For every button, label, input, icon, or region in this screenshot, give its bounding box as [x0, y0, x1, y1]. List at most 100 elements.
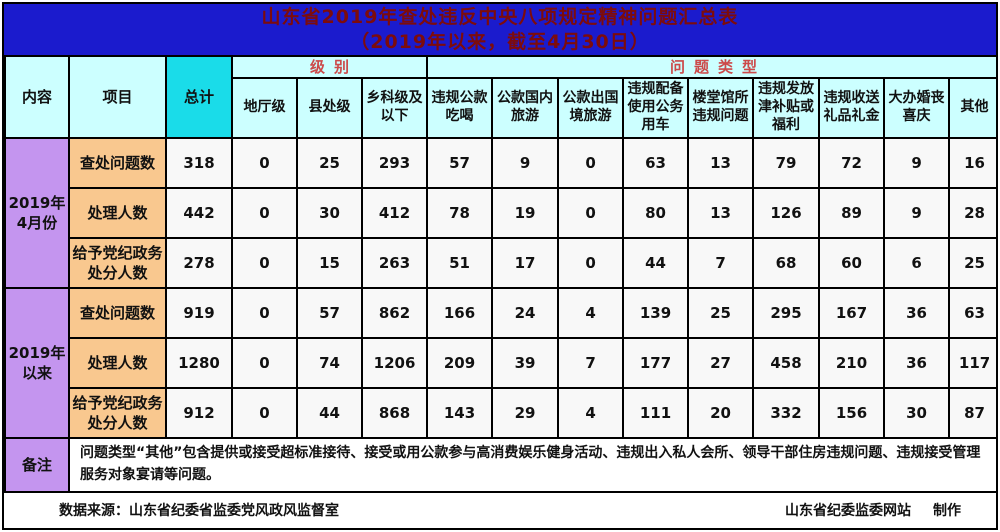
data-cell: 166: [426, 287, 494, 340]
column-header-problem: 楼堂馆所违规问题: [687, 77, 755, 140]
page-title-line2: （2019年以来，截至4月30日）: [350, 30, 650, 53]
data-cell: 87: [948, 387, 996, 440]
data-cell: 25: [296, 137, 363, 190]
column-header-total: 总计: [165, 55, 233, 140]
data-cell: 868: [360, 387, 429, 440]
data-cell: 74: [296, 337, 363, 390]
data-cell: 0: [231, 187, 298, 240]
data-cell: 912: [165, 387, 233, 440]
data-cell: 36: [883, 287, 951, 340]
data-cell: 79: [752, 137, 821, 190]
data-cell: 9: [883, 187, 951, 240]
data-cell: 80: [622, 187, 690, 240]
credit-site: 山东省纪委监委网站: [785, 503, 911, 520]
data-cell: 13: [687, 137, 755, 190]
data-cell: 412: [360, 187, 429, 240]
data-cell: 293: [360, 137, 429, 190]
group-header-level: 级别: [230, 55, 429, 80]
data-cell: 139: [622, 287, 690, 340]
data-cell: 16: [948, 137, 996, 190]
group-header-problem-type: 问题类型: [426, 55, 996, 80]
data-cell: 332: [752, 387, 821, 440]
column-header-level: 地厅级: [231, 77, 298, 140]
data-cell: 0: [231, 387, 298, 440]
data-cell: 458: [752, 337, 821, 390]
data-cell: 15: [296, 237, 363, 290]
data-cell: 167: [818, 287, 886, 340]
data-cell: 156: [818, 387, 886, 440]
column-header-content: 内容: [4, 55, 70, 140]
table-row: 处理人数 442 0 30 412 78 19 0 80 13 126 89 9…: [5, 187, 996, 240]
data-cell: 63: [948, 287, 996, 340]
data-cell: 295: [752, 287, 821, 340]
credit-label: 制作: [933, 503, 961, 520]
column-header-problem: 其他: [948, 77, 996, 140]
data-cell: 57: [296, 287, 363, 340]
data-cell: 862: [360, 287, 429, 340]
column-header-problem: 违规收送礼品礼金: [818, 77, 886, 140]
data-cell: 25: [687, 287, 755, 340]
row-label: 查处问题数: [68, 137, 167, 190]
data-cell: 0: [231, 137, 298, 190]
summary-table: 内容 项目 总计 级别 问题类型 地厅级 县处级 乡科级及以下 违规公款吃喝 公…: [4, 55, 996, 493]
row-label: 查处问题数: [68, 287, 167, 340]
data-source: 数据来源：山东省纪委省监委党风政风监督室: [59, 503, 339, 520]
data-cell: 39: [491, 337, 560, 390]
group-label: 2019年以来: [4, 287, 70, 440]
column-header-level: 乡科级及以下: [360, 77, 429, 140]
data-cell: 263: [360, 237, 429, 290]
group-label: 2019年4月份: [4, 137, 70, 290]
data-cell: 36: [883, 337, 951, 390]
data-cell: 78: [426, 187, 494, 240]
data-cell: 1280: [165, 337, 233, 390]
data-cell: 1206: [360, 337, 429, 390]
data-cell: 19: [491, 187, 560, 240]
data-cell: 4: [557, 287, 625, 340]
row-label: 处理人数: [68, 337, 167, 390]
data-cell: 143: [426, 387, 494, 440]
data-cell: 6: [883, 237, 951, 290]
column-header-problem: 公款国内旅游: [491, 77, 560, 140]
data-cell: 177: [622, 337, 690, 390]
column-header-problem: 违规公款吃喝: [426, 77, 494, 140]
data-cell: 44: [296, 387, 363, 440]
data-cell: 57: [426, 137, 494, 190]
data-cell: 28: [948, 187, 996, 240]
row-label: 给予党纪政务处分人数: [68, 237, 167, 290]
data-cell: 919: [165, 287, 233, 340]
data-cell: 7: [687, 237, 755, 290]
data-cell: 117: [948, 337, 996, 390]
column-header-level: 县处级: [296, 77, 363, 140]
note-label: 备注: [4, 437, 70, 493]
table-row: 处理人数 1280 0 74 1206 209 39 7 177 27 458 …: [5, 337, 996, 390]
data-cell: 0: [231, 287, 298, 340]
data-cell: 30: [883, 387, 951, 440]
data-cell: 44: [622, 237, 690, 290]
data-cell: 7: [557, 337, 625, 390]
data-cell: 24: [491, 287, 560, 340]
data-cell: 0: [557, 187, 625, 240]
data-cell: 30: [296, 187, 363, 240]
table-row: 2019年4月份 查处问题数 318 0 25 293 57 9 0 63 13…: [4, 137, 996, 290]
data-cell: 51: [426, 237, 494, 290]
column-header-problem: 大办婚丧喜庆: [883, 77, 951, 140]
data-cell: 9: [491, 137, 560, 190]
data-cell: 442: [165, 187, 233, 240]
data-cell: 17: [491, 237, 560, 290]
data-cell: 210: [818, 337, 886, 390]
data-cell: 126: [752, 187, 821, 240]
data-cell: 0: [231, 337, 298, 390]
data-cell: 89: [818, 187, 886, 240]
data-cell: 13: [687, 187, 755, 240]
column-header-problem: 违规发放津补贴或福利: [752, 77, 821, 140]
data-cell: 60: [818, 237, 886, 290]
data-cell: 278: [165, 237, 233, 290]
data-cell: 318: [165, 137, 233, 190]
column-header-problem: 公款出国境旅游: [557, 77, 625, 140]
note-row: 备注 问题类型“其他”包含提供或接受超标准接待、接受或用公款参与高消费娱乐健身活…: [4, 437, 996, 493]
table-row: 给予党纪政务处分人数 278 0 15 263 51 17 0 44 7 68 …: [5, 237, 996, 290]
data-cell: 63: [622, 137, 690, 190]
data-cell: 27: [687, 337, 755, 390]
table-row: 2019年以来 查处问题数 919 0 57 862 166 24 4 139 …: [4, 287, 996, 440]
